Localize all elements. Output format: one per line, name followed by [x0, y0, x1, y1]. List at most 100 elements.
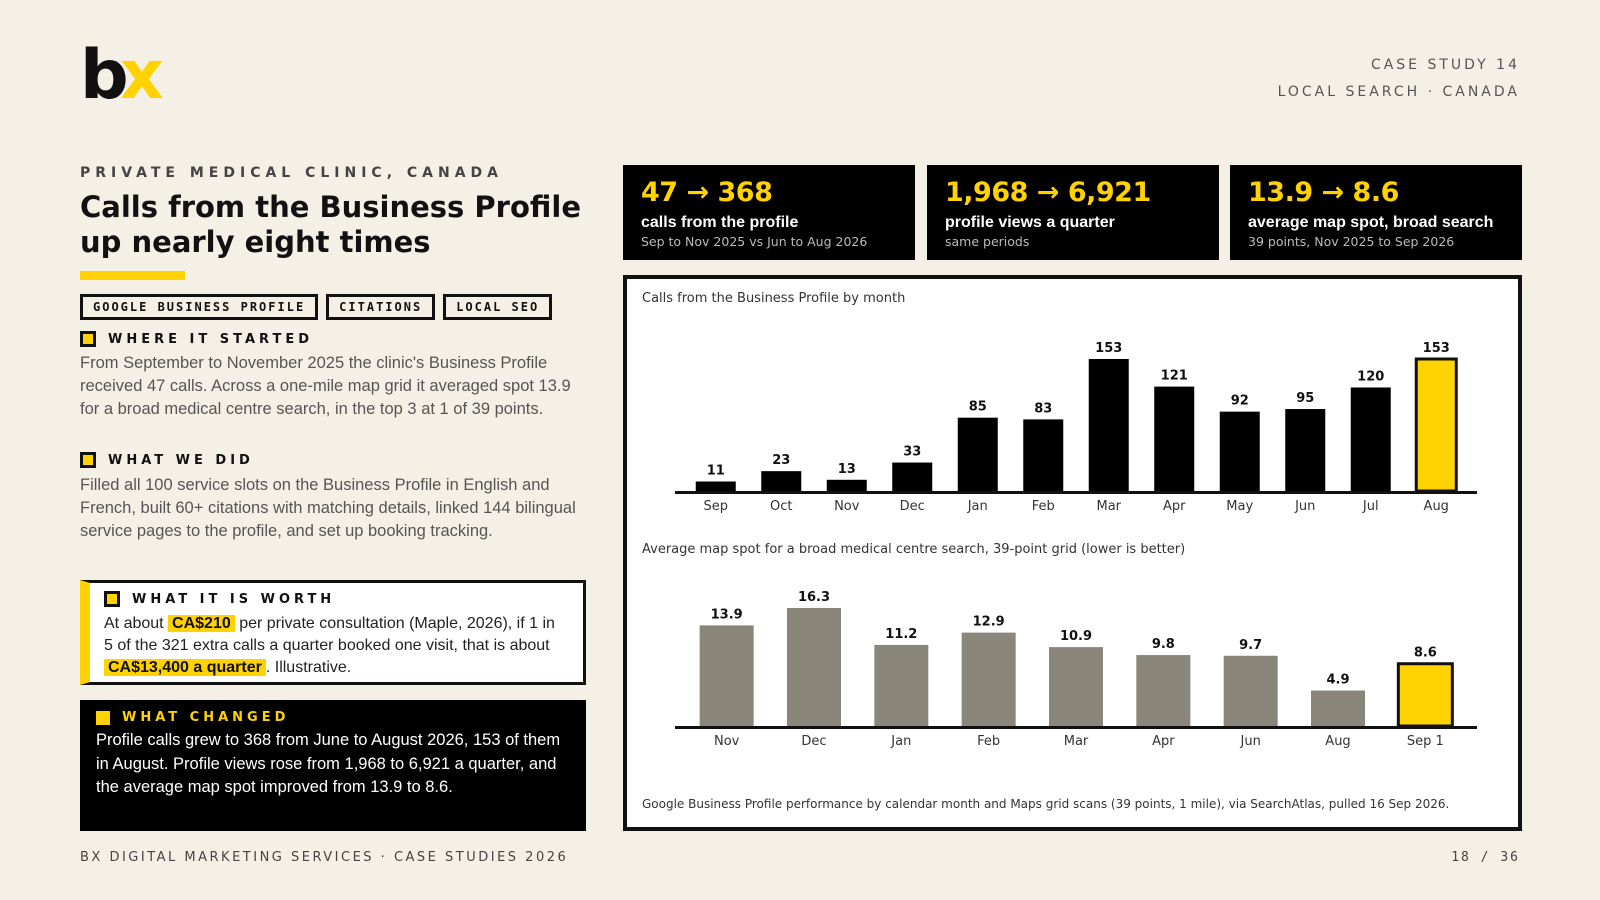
tick-label: Nov [834, 499, 860, 514]
bar-sep [695, 481, 736, 491]
tick-label: Apr [1163, 499, 1186, 514]
tick-label: Jun [1240, 734, 1261, 749]
data-label: 23 [772, 453, 790, 468]
price-highlight: CA$210 [168, 615, 235, 632]
stat-value: 1,968 → 6,921 [945, 177, 1151, 208]
case-study-category: LOCAL SEARCH · CANADA [1277, 84, 1520, 100]
worth-text-part: . Illustrative. [265, 659, 352, 676]
tick-label: Jun [1294, 499, 1315, 514]
stat-label: profile views a quarter [945, 214, 1115, 231]
data-label: 4.9 [1326, 673, 1349, 688]
tick-label: Jan [967, 499, 988, 514]
data-label: 85 [969, 400, 987, 415]
map-spot-bar-chart: 13.9 Nov 16.3 Dec 11.2 Jan 12.9 Feb 10.9 Mar 9.8 Ap… [675, 590, 1477, 749]
tick-label: May [1226, 499, 1253, 514]
started-text: From September to November 2025 the clin… [80, 354, 571, 418]
did-heading-label: WHAT WE DID [108, 452, 254, 468]
bar-jul [1350, 387, 1391, 491]
bar-may [1219, 411, 1260, 491]
bar-mar [1088, 359, 1129, 491]
data-label: 9.7 [1239, 638, 1262, 653]
changed-heading: WHAT CHANGED [96, 710, 570, 725]
tick-label: Nov [714, 734, 740, 749]
page-number: 18 / 36 [1451, 850, 1520, 865]
data-label: 8.6 [1414, 646, 1437, 661]
worth-text-part: At about [104, 615, 169, 632]
tag-citations: CITATIONS [326, 294, 436, 320]
data-label: 16.3 [798, 590, 830, 605]
value-highlight: CA$13,400 a quarter [104, 659, 266, 676]
eyebrow: PRIVATE MEDICAL CLINIC, CANADA [80, 165, 504, 181]
data-label: 153 [1423, 341, 1450, 356]
stat-value: 13.9 → 8.6 [1248, 177, 1399, 208]
stat-subtext: same periods [945, 234, 1030, 249]
bar-jun [1223, 655, 1278, 726]
stat-subtext: Sep to Nov 2025 vs Jun to Aug 2026 [641, 234, 868, 249]
data-label: 153 [1095, 341, 1122, 356]
changed-text: Profile calls grew to 368 from June to A… [96, 731, 561, 796]
stat-card-calls: 47 → 368 calls from the profile Sep to N… [623, 165, 915, 260]
data-label: 95 [1296, 391, 1314, 406]
bar-jun [1285, 409, 1326, 491]
bar-dec [787, 608, 841, 726]
data-label: 12.9 [973, 615, 1005, 630]
bar-nov [826, 479, 867, 491]
bar-apr [1136, 655, 1191, 726]
stat-card-views: 1,968 → 6,921 profile views a quarter sa… [927, 165, 1219, 260]
logo-x: x [120, 36, 164, 115]
tick-label: Aug [1424, 499, 1449, 514]
bx-logo: b x [80, 36, 170, 115]
data-label: 13.9 [711, 607, 743, 622]
bar-apr [1154, 386, 1195, 491]
bar-jan [957, 417, 998, 491]
tick-label: Dec [801, 734, 826, 749]
logo-b: b [80, 36, 129, 115]
bar-feb [1023, 419, 1064, 491]
tick-label: Feb [977, 734, 1000, 749]
data-label: 120 [1357, 369, 1384, 384]
bar-aug [1311, 690, 1365, 726]
header-meta: CASE STUDY 14 LOCAL SEARCH · CANADA [1278, 52, 1520, 106]
stat-value: 47 → 368 [641, 177, 773, 208]
tag-local-seo: LOCAL SEO [443, 294, 553, 320]
bar-feb [961, 632, 1016, 726]
data-label: 121 [1161, 369, 1188, 384]
changed-heading-label: WHAT CHANGED [122, 710, 290, 725]
square-bullet-icon [80, 331, 96, 347]
data-label: 9.8 [1152, 637, 1175, 652]
changed-panel: WHAT CHANGED Profile calls grew to 368 f… [80, 700, 586, 831]
tick-label: Apr [1152, 734, 1175, 749]
worth-heading-label: WHAT IT IS WORTH [132, 591, 336, 607]
bar-jan [874, 644, 929, 726]
tick-label: Jul [1362, 499, 1379, 514]
tag-list: GOOGLE BUSINESS PROFILE CITATIONS LOCAL … [80, 294, 553, 320]
worth-heading: WHAT IT IS WORTH [104, 591, 567, 607]
tick-label: Oct [770, 499, 792, 514]
worth-text: At about CA$210 per private consultation… [104, 613, 567, 679]
started-heading: WHERE IT STARTED [80, 331, 313, 347]
bar-nov [699, 625, 754, 726]
worth-text-part: per private consultation (Maple, 2026), … [104, 615, 555, 654]
tick-label: Dec [900, 499, 925, 514]
map-spot-chart-title: Average map spot for a broad medical cen… [642, 542, 1186, 557]
tick-label: Aug [1325, 734, 1350, 749]
did-heading: WHAT WE DID [80, 452, 254, 468]
tag-google-business-profile: GOOGLE BUSINESS PROFILE [80, 294, 319, 320]
footer-brand: BX DIGITAL MARKETING SERVICES · CASE STU… [80, 850, 569, 865]
data-label: 11.2 [885, 627, 917, 642]
did-text: Filled all 100 service slots on the Busi… [80, 476, 576, 540]
tick-label: Feb [1032, 499, 1055, 514]
page-title: Calls from the Business Profile up nearl… [80, 190, 581, 259]
data-label: 83 [1034, 401, 1052, 416]
chart-source-note: Google Business Profile performance by c… [642, 797, 1450, 811]
data-label: 10.9 [1060, 629, 1092, 644]
worth-callout: WHAT IT IS WORTH At about CA$210 per pri… [80, 580, 586, 685]
square-bullet-icon [104, 591, 120, 607]
calls-bar-chart: 11 Sep 23 Oct 13 Nov 33 Dec 85 Jan 83 Feb 153 Mar 121 A… [675, 341, 1477, 514]
stat-subtext: 39 points, Nov 2025 to Sep 2026 [1248, 234, 1455, 249]
data-label: 33 [903, 445, 921, 460]
tick-label: Sep [703, 499, 728, 514]
tick-label: Sep 1 [1407, 734, 1444, 749]
data-label: 13 [838, 462, 856, 477]
title-underline [80, 271, 185, 280]
